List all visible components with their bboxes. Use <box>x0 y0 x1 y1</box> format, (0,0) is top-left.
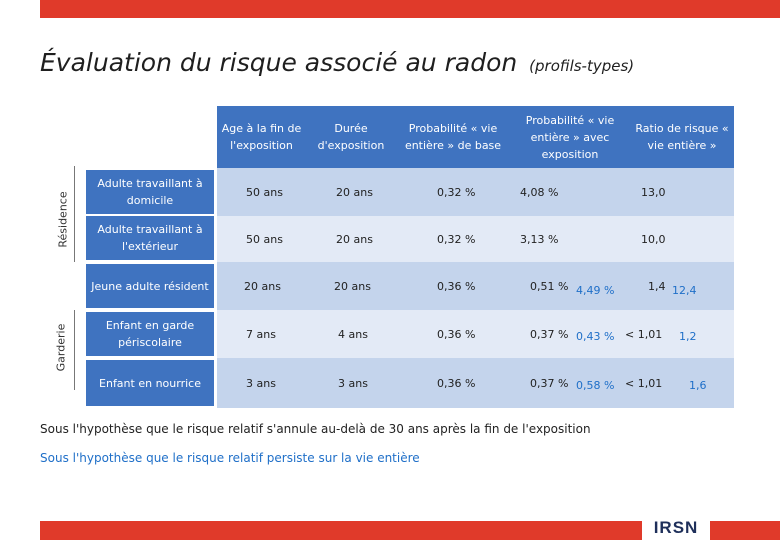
row3-base: 0,36 % <box>437 280 476 293</box>
note-risk-persists: Sous l'hypothèse que le risque relatif p… <box>40 451 420 465</box>
row2-expo: 3,13 % <box>520 233 559 246</box>
row4-base: 0,36 % <box>437 328 476 341</box>
row5-expo: 0,37 % <box>530 377 569 390</box>
row3-expo-alt: 4,49 % <box>576 284 615 297</box>
row5-duree: 3 ans <box>338 377 368 390</box>
row2-ratio: 10,0 <box>641 233 666 246</box>
row-label-enfant-nourrice: Enfant en nourrice <box>86 360 214 406</box>
header-prob-base: Probabilité « vie entière » de base <box>396 106 510 168</box>
row-label-adulte-exterieur: Adulte travaillant à l'extérieur <box>86 216 214 260</box>
row3-ratio: 1,4 <box>648 280 666 293</box>
row4-duree: 4 ans <box>338 328 368 341</box>
row-bg-4 <box>217 310 734 358</box>
row1-ratio: 13,0 <box>641 186 666 199</box>
row1-expo: 4,08 % <box>520 186 559 199</box>
row2-duree: 20 ans <box>336 233 373 246</box>
row-bg-3 <box>217 262 734 310</box>
row4-expo-alt: 0,43 % <box>576 330 615 343</box>
row5-age: 3 ans <box>246 377 276 390</box>
row5-base: 0,36 % <box>437 377 476 390</box>
note-risk-cancels: Sous l'hypothèse que le risque relatif s… <box>40 422 591 436</box>
row-bg-1 <box>217 168 734 216</box>
row4-age: 7 ans <box>246 328 276 341</box>
title-main: Évaluation du risque associé au radon <box>40 48 518 77</box>
row-bg-5 <box>217 358 734 408</box>
slide-title: Évaluation du risque associé au radon (p… <box>40 48 634 77</box>
row5-expo-alt: 0,58 % <box>576 379 615 392</box>
row1-duree: 20 ans <box>336 186 373 199</box>
header-age: Age à la fin de l'exposition <box>217 106 306 168</box>
title-subtitle: (profils-types) <box>529 57 635 75</box>
row3-ratio-alt: 12,4 <box>672 284 697 297</box>
top-red-bar <box>40 0 780 18</box>
bottom-red-bar <box>40 521 780 540</box>
group-line-residence <box>74 166 75 262</box>
row3-age: 20 ans <box>244 280 281 293</box>
row4-expo: 0,37 % <box>530 328 569 341</box>
row1-base: 0,32 % <box>437 186 476 199</box>
row2-age: 50 ans <box>246 233 283 246</box>
row-label-jeune-adulte: Jeune adulte résident <box>86 264 214 308</box>
row2-base: 0,32 % <box>437 233 476 246</box>
group-line-garderie <box>74 310 75 390</box>
row-label-adulte-domicile: Adulte travaillant à domicile <box>86 170 214 214</box>
group-label-garderie: Garderie <box>54 323 68 372</box>
header-duree: Durée d'exposition <box>306 106 396 168</box>
row3-duree: 20 ans <box>334 280 371 293</box>
row4-ratio-alt: 1,2 <box>679 330 697 343</box>
header-prob-expo: Probabilité « vie entière » avec exposit… <box>510 106 630 168</box>
row3-expo: 0,51 % <box>530 280 569 293</box>
row4-ratio: < 1,01 <box>625 328 663 341</box>
row1-age: 50 ans <box>246 186 283 199</box>
row-bg-2 <box>217 216 734 262</box>
row5-ratio-alt: 1,6 <box>689 379 707 392</box>
row-label-enfant-garde: Enfant en garde périscolaire <box>86 312 214 356</box>
group-label-residence: Résidence <box>56 191 70 248</box>
row5-ratio: < 1,01 <box>625 377 663 390</box>
header-ratio: Ratio de risque « vie entière » <box>630 106 734 168</box>
irsn-logo: IRSN <box>642 516 710 540</box>
